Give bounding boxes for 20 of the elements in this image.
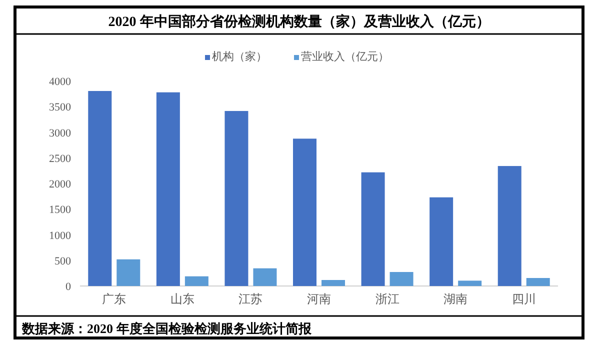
y-tick-label: 0: [66, 281, 72, 293]
y-tick-label: 2500: [49, 152, 72, 165]
legend-label: 营业收入（亿元）: [301, 50, 389, 63]
x-tick-label: 浙江: [375, 292, 400, 306]
x-tick-label: 广东: [102, 292, 126, 306]
title: 2020 年中国部分省份检测机构数量（家）及营业收入（亿元）: [108, 15, 490, 30]
x-tick-label: 湖南: [444, 292, 468, 306]
y-tick-label: 3500: [49, 102, 72, 114]
x-tick-label: 江苏: [238, 292, 263, 306]
x-tick-label: 山东: [170, 292, 194, 306]
y-tick-label: 1500: [49, 204, 72, 216]
legend-label: 机构（家）: [212, 50, 267, 63]
x-tick-label: 四川: [512, 292, 536, 306]
y-tick-label: 4000: [49, 76, 72, 88]
y-tick-label: 500: [54, 255, 72, 268]
annotation: 数据来源：2020 年度全国检验检测服务业统计简报: [22, 321, 312, 336]
y-tick-label: 2000: [49, 178, 72, 190]
y-tick-label: 1000: [49, 230, 72, 242]
x-tick-label: 河南: [307, 292, 331, 306]
y-tick-label: 3000: [49, 127, 72, 140]
